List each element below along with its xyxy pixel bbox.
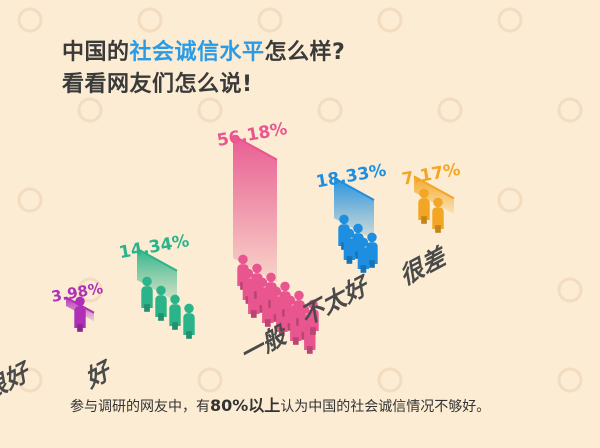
person-head xyxy=(252,263,262,274)
person-head xyxy=(367,232,377,243)
person-body xyxy=(169,304,181,326)
watermark-mark xyxy=(17,7,43,33)
bar-good xyxy=(137,248,177,302)
footnote-text-after: 认为中国的社会诚信情况不够好。 xyxy=(280,399,491,415)
bar-top-edge xyxy=(333,177,375,201)
bar-top-edge xyxy=(136,247,178,272)
person-body xyxy=(357,247,370,269)
person-body xyxy=(366,242,378,264)
title-highlight: 社会诚信水平 xyxy=(129,40,265,65)
footnote: 参与调研的网友中，有80%以上认为中国的社会诚信情况不够好。 xyxy=(70,392,490,416)
person-head xyxy=(308,299,318,310)
person-head xyxy=(156,285,166,296)
watermark-mark xyxy=(557,277,583,303)
person-body xyxy=(343,238,356,260)
watermark-mark xyxy=(377,7,403,33)
category-label-very-bad: 很差 xyxy=(400,240,448,292)
person-legs xyxy=(77,324,83,332)
watermark-mark xyxy=(317,97,343,123)
watermark-mark xyxy=(377,367,403,393)
bar-group-good: 14.34% xyxy=(118,231,195,339)
bar-average xyxy=(233,135,277,283)
watermark-mark xyxy=(557,97,583,123)
person-head xyxy=(353,223,363,234)
person-head xyxy=(344,228,355,239)
person-legs xyxy=(346,256,353,264)
person-body xyxy=(432,207,444,229)
title-text-before: 中国的 xyxy=(62,40,130,65)
person-legs xyxy=(250,310,257,318)
footnote-highlight: 80%以上 xyxy=(210,396,281,415)
watermark-mark xyxy=(497,7,523,33)
person-head xyxy=(243,268,254,279)
person-legs xyxy=(186,331,192,339)
bar-group-very-good: 3.98% xyxy=(50,279,104,332)
category-label-average: 一般 xyxy=(241,318,289,370)
person-legs xyxy=(435,225,441,233)
category-label-not-good: 不太好 xyxy=(301,269,370,332)
person-head xyxy=(294,290,304,301)
person-body xyxy=(155,295,167,317)
person-head xyxy=(271,286,282,297)
person-legs xyxy=(421,216,427,224)
bar-top-edge xyxy=(413,175,455,200)
title-text-after: 怎么样? xyxy=(264,40,346,65)
person-head xyxy=(280,281,290,292)
footnote-text-before: 参与调研的网友中，有 xyxy=(70,399,210,415)
watermark-mark xyxy=(557,367,583,393)
watermark-mark xyxy=(137,7,163,33)
person-legs xyxy=(306,346,313,354)
person-legs xyxy=(264,319,271,327)
person-head xyxy=(419,188,429,199)
person-body xyxy=(418,198,430,220)
person-legs xyxy=(172,322,178,330)
person-body xyxy=(141,286,153,308)
person-head xyxy=(339,214,349,225)
person-head xyxy=(285,295,296,306)
watermark-mark xyxy=(197,367,223,393)
person-head xyxy=(433,197,443,208)
bar-top-edge xyxy=(232,134,278,161)
watermark-mark xyxy=(77,97,103,123)
person-legs xyxy=(158,313,164,321)
person-head xyxy=(75,296,85,307)
watermark-mark xyxy=(17,367,43,393)
person-head xyxy=(266,272,276,283)
person-head xyxy=(257,277,268,288)
bar-group-not-good: 18.33% xyxy=(315,160,388,273)
person-legs xyxy=(369,260,375,268)
watermark-mark xyxy=(437,97,463,123)
watermark-mark xyxy=(497,187,523,213)
watermark-mark xyxy=(257,7,283,33)
person-body xyxy=(307,309,319,331)
person-head xyxy=(299,304,310,315)
category-label-good: 好 xyxy=(85,354,113,395)
chart-title: 中国的社会诚信水平怎么样? xyxy=(62,34,345,66)
watermark-mark xyxy=(197,97,223,123)
watermark-mark xyxy=(17,187,43,213)
person-head xyxy=(170,294,180,305)
bar-very-bad xyxy=(414,176,454,214)
person-legs xyxy=(144,304,150,312)
person-head xyxy=(142,276,152,287)
person-legs xyxy=(278,328,285,336)
bar-not-good xyxy=(334,178,374,240)
person-legs xyxy=(360,265,367,273)
bar-group-very-bad: 7.17% xyxy=(400,160,462,233)
person-body xyxy=(74,306,86,328)
person-body xyxy=(183,313,195,335)
person-head xyxy=(358,237,369,248)
watermark-mark xyxy=(77,277,103,303)
chart-subtitle: 看看网友们怎么说! xyxy=(62,72,253,97)
person-head xyxy=(238,254,248,265)
person-head xyxy=(184,303,194,314)
bar-group-average: 56.18% xyxy=(216,119,319,354)
category-label-very-good: 很好 xyxy=(0,355,32,407)
person-legs xyxy=(310,327,316,335)
person-legs xyxy=(292,337,299,345)
